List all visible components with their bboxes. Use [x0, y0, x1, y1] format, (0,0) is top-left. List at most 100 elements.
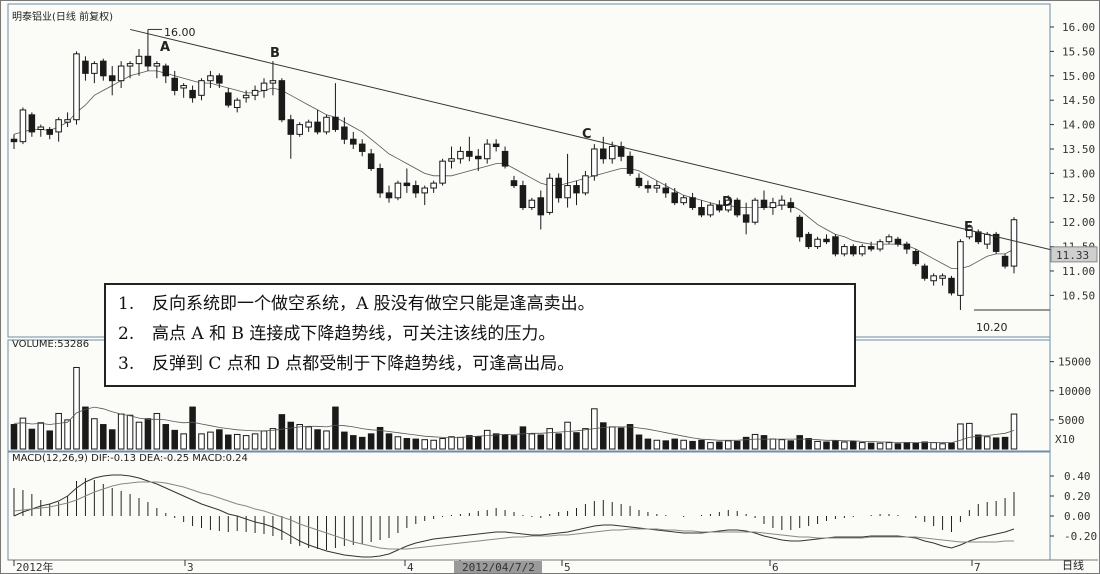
price-candle [689, 192, 696, 210]
candle-body-down [912, 250, 920, 265]
volume-bar [28, 428, 36, 450]
candle-body-up [725, 199, 732, 211]
time-tick-label: 7 [974, 561, 981, 574]
price-candle [582, 170, 589, 196]
price-candle [992, 231, 1000, 254]
price-candle [439, 158, 446, 186]
price-candle [635, 173, 643, 189]
candle-body-down [278, 80, 286, 121]
candle-body-up [564, 185, 571, 199]
candle-body-down [742, 214, 750, 223]
volume-bar [82, 406, 89, 450]
volume-bar [314, 429, 321, 450]
volume-bar [153, 412, 161, 450]
volume-bar [698, 439, 705, 450]
price-candle [939, 273, 946, 286]
price-candle [73, 51, 80, 125]
note-number: 3. [118, 354, 135, 374]
candle-body-down [716, 204, 723, 211]
candle-body-down [617, 146, 625, 157]
candle-body-down [385, 192, 393, 199]
candle-body-up [269, 80, 277, 84]
downtrend-line [129, 28, 1079, 257]
price-candle [867, 241, 875, 252]
price-candle [644, 180, 652, 193]
volume-bar [662, 440, 670, 450]
candle-body-up [198, 80, 205, 96]
price-candle [528, 197, 536, 210]
candle-body-down [894, 238, 902, 245]
price-candle [367, 148, 375, 171]
price-candle [608, 141, 616, 164]
candle-body-down [403, 182, 411, 187]
price-candle [189, 85, 196, 103]
price-candle [314, 109, 321, 135]
candle-body-up [582, 175, 589, 194]
price-candle [341, 117, 348, 145]
price-candle [412, 180, 420, 198]
volume-bar [108, 429, 116, 450]
volume-bar [912, 442, 920, 450]
period-label[interactable]: 日线 [1062, 558, 1084, 572]
volume-panel-title: VOLUME:53286 [12, 339, 89, 350]
candle-body-up [430, 182, 437, 189]
candle-body-up [858, 246, 866, 255]
price-candle [501, 146, 509, 169]
volume-bar [733, 440, 741, 450]
volume-bar [117, 413, 125, 450]
candle-body-down [144, 55, 152, 67]
price-candle [537, 190, 545, 230]
price-candle [242, 90, 250, 103]
candle-body-up [885, 236, 893, 243]
volume-bar [930, 442, 937, 450]
candle-body-down [519, 185, 527, 209]
macd-tick-label: 0.40 [1064, 470, 1091, 483]
volume-bar [242, 435, 250, 450]
price-candle [733, 197, 741, 218]
candle-body-up [608, 146, 616, 160]
candle-body-down [787, 202, 795, 209]
volume-bar [948, 442, 955, 450]
price-candle [278, 78, 286, 123]
price-candle [10, 134, 18, 149]
price-candle [832, 234, 839, 257]
volume-bar [573, 432, 580, 450]
price-candle [769, 197, 777, 215]
price-candle [957, 239, 964, 310]
candle-body-down [10, 138, 18, 143]
candle-body-up [876, 241, 884, 250]
high-price-label: 16.00 [164, 26, 196, 39]
candle-body-down [635, 177, 643, 187]
price-candle [403, 168, 411, 193]
candle-body-down [189, 89, 196, 99]
volume-bar [814, 440, 821, 450]
volume-bar [269, 428, 277, 450]
volume-moving-average-line [13, 406, 1015, 443]
candle-body-up [296, 124, 303, 135]
annotation-box: 1. 反向系统即一个做空系统，A 股没有做空只能是逢高卖出。 2. 高点 A 和 B… [104, 283, 856, 387]
volume-bar [385, 433, 393, 450]
price-candle [948, 275, 955, 296]
price-candle [135, 48, 143, 76]
candle-body-up [180, 85, 187, 89]
price-candle [751, 197, 759, 225]
candle-body-up [117, 65, 125, 82]
volume-bar [358, 436, 366, 450]
volume-bar [966, 422, 973, 450]
point-label-d: D [722, 195, 733, 210]
volume-bar [725, 440, 732, 450]
price-tick-label: 15.00 [1062, 70, 1095, 83]
price-candle [421, 185, 428, 206]
price-candle [805, 231, 812, 250]
price-candle [921, 263, 928, 281]
candle-body-up [305, 121, 312, 128]
candle-body-down [975, 231, 982, 243]
price-candle [457, 146, 464, 164]
candle-body-down [992, 233, 1000, 252]
candle-body-up [55, 119, 62, 133]
price-candle [850, 244, 857, 257]
macd-panel-title: MACD(12,26,9) DIF:-0.13 DEA:-0.25 MACD:0… [12, 453, 248, 464]
price-candle [350, 131, 357, 149]
candle-body-up [983, 233, 991, 245]
volume-bar [225, 434, 232, 450]
